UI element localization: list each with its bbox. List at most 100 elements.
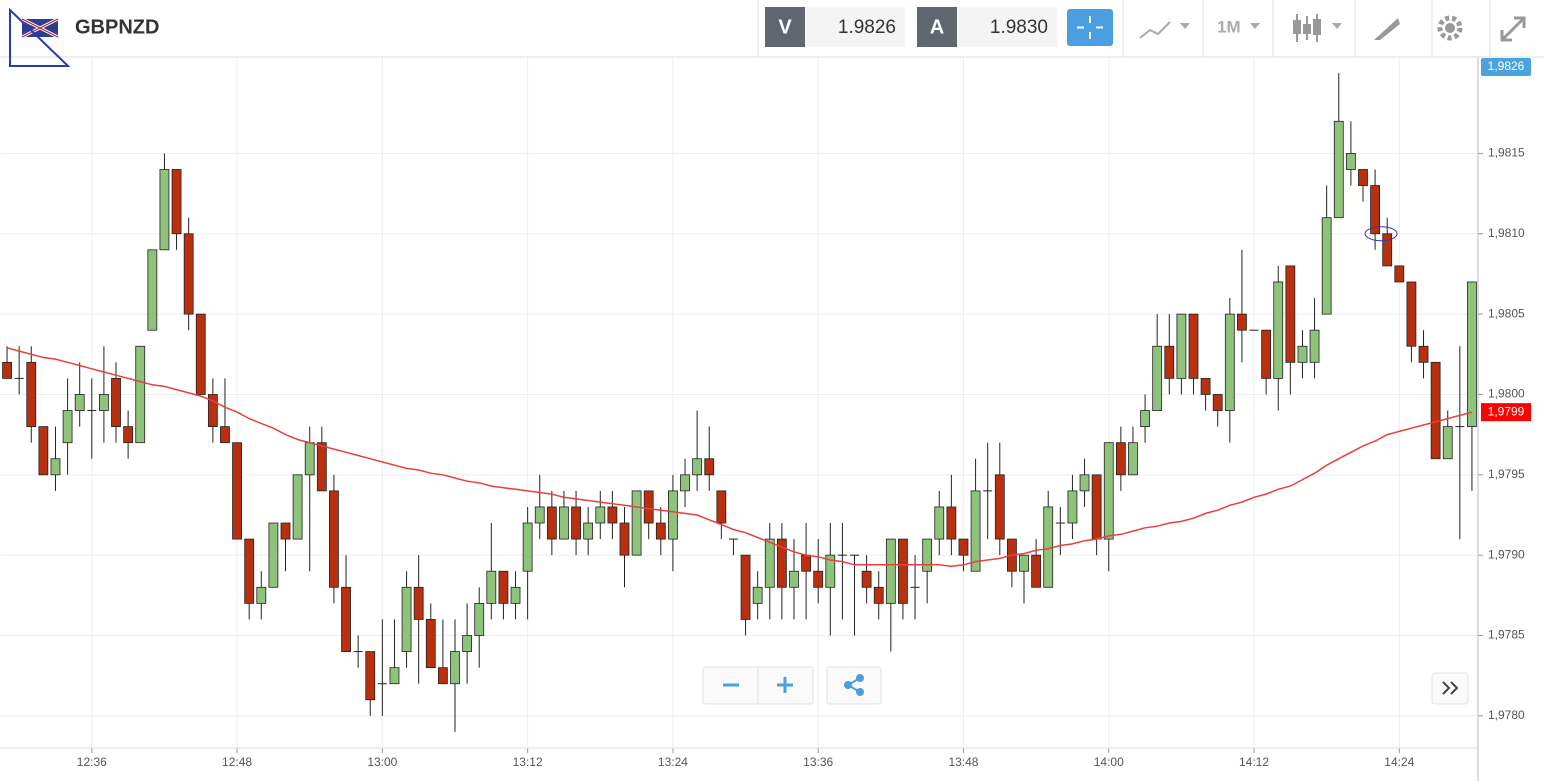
y-tick-label: 1,9780	[1488, 708, 1525, 722]
crosshair-button[interactable]	[1067, 9, 1113, 46]
candle-body	[595, 506, 606, 524]
dropdown-arrow	[1180, 23, 1190, 29]
candle-icon	[1303, 24, 1311, 34]
candle-body	[1358, 169, 1368, 186]
candle-body	[365, 651, 376, 701]
candle-body	[776, 538, 787, 588]
candle-body	[341, 586, 351, 652]
candle-body	[99, 394, 109, 411]
candle-body	[26, 361, 37, 428]
candle-body	[474, 602, 485, 636]
drawing-triangle	[9, 7, 71, 67]
candle-body	[462, 635, 473, 652]
x-tick-label: 14:00	[1094, 755, 1124, 769]
candle-body	[1321, 217, 1332, 315]
settings-icon	[1445, 23, 1455, 33]
candle-icon	[1313, 19, 1321, 35]
candle-body	[183, 233, 194, 315]
symbol: GBPNZD	[75, 16, 159, 38]
x-tick-label: 12:36	[77, 755, 107, 769]
zoom-in[interactable]	[777, 677, 793, 693]
candle-body	[74, 394, 85, 411]
candle-body	[885, 538, 896, 604]
ask-box[interactable]	[957, 7, 1057, 47]
candle-body	[1067, 490, 1078, 524]
candle-body	[425, 619, 436, 669]
chart-type-icon[interactable]	[1139, 21, 1171, 39]
candle-body	[207, 394, 218, 428]
candle-body	[1442, 426, 1453, 460]
price-tag-label: 1,9826	[1488, 59, 1525, 73]
draw-icon[interactable]	[1374, 18, 1400, 40]
bid-label: V	[778, 16, 792, 38]
candle-body	[1297, 345, 1308, 363]
candle-body	[1031, 554, 1042, 588]
candle-body	[861, 570, 872, 588]
candle-body	[256, 586, 267, 604]
candle-body	[1188, 313, 1199, 379]
ask-price: 1.9830	[990, 17, 1048, 38]
flag-cross	[21, 18, 59, 38]
candle-body	[413, 586, 424, 620]
candle-body	[813, 570, 824, 588]
share-button[interactable]	[826, 666, 882, 705]
y-tick-label: 1,9795	[1488, 467, 1525, 481]
plot-area: 1,9780 1,9785 1,9790 1,9795 1,9800 1,9805 1,98…	[0, 57, 1525, 781]
candle-body	[232, 442, 242, 540]
x-tick-label: 14:12	[1239, 755, 1269, 769]
x-tick-label: 12:48	[222, 755, 252, 769]
candle-body	[801, 554, 811, 572]
candle-body	[970, 490, 981, 572]
candle-body	[147, 249, 158, 331]
candle-body	[401, 586, 412, 652]
candle-body	[1091, 474, 1102, 540]
share-icon	[856, 688, 864, 696]
candle-body	[1237, 313, 1247, 331]
scroll-right-icon	[1442, 681, 1459, 695]
candle-body	[1115, 442, 1126, 476]
candle-body	[898, 538, 908, 604]
y-tick-label: 1,9790	[1488, 547, 1525, 561]
candle-body	[655, 522, 666, 540]
scroll-right[interactable]	[1431, 672, 1469, 705]
candle-body	[764, 538, 775, 588]
candle-body	[922, 538, 933, 572]
candle-body	[1430, 361, 1441, 460]
candle-body	[1164, 345, 1175, 379]
candle-body	[522, 522, 533, 572]
candle-body	[111, 377, 121, 428]
y-tick-label: 1,9800	[1488, 387, 1525, 401]
candle-body	[1128, 442, 1138, 476]
candle-body	[1467, 281, 1477, 428]
ma-tag-label: 1,9799	[1488, 404, 1525, 418]
candle-body	[1406, 281, 1417, 347]
fullscreen-icon[interactable]	[1500, 16, 1526, 42]
price-tag	[1481, 58, 1531, 76]
candle-body	[692, 458, 703, 476]
y-tick-label: 1,9815	[1488, 146, 1525, 160]
settings-icon[interactable]	[1437, 15, 1463, 41]
candle-body	[1333, 120, 1344, 219]
candle-body	[498, 570, 509, 604]
dropdown-arrow	[1250, 23, 1260, 29]
x-tick-label: 14:24	[1384, 755, 1414, 769]
candle-body	[292, 474, 303, 540]
candle-body	[1285, 265, 1296, 363]
interval[interactable]: 1M	[1217, 17, 1241, 36]
bid-box[interactable]	[805, 7, 905, 47]
candle-body	[752, 586, 763, 604]
candle-body	[1019, 554, 1029, 572]
candle-body	[159, 169, 170, 251]
candle-body	[1309, 329, 1320, 363]
x-tick-label: 13:48	[948, 755, 978, 769]
candle-body	[668, 490, 678, 540]
candle-body	[631, 490, 642, 556]
candle-body	[825, 554, 836, 588]
candle-body	[680, 474, 690, 492]
moving-average	[6, 347, 1473, 568]
candle-body	[946, 506, 957, 540]
bid-price: 1.9826	[838, 17, 896, 38]
ask-label: A	[930, 16, 944, 38]
candle-body	[244, 538, 255, 604]
